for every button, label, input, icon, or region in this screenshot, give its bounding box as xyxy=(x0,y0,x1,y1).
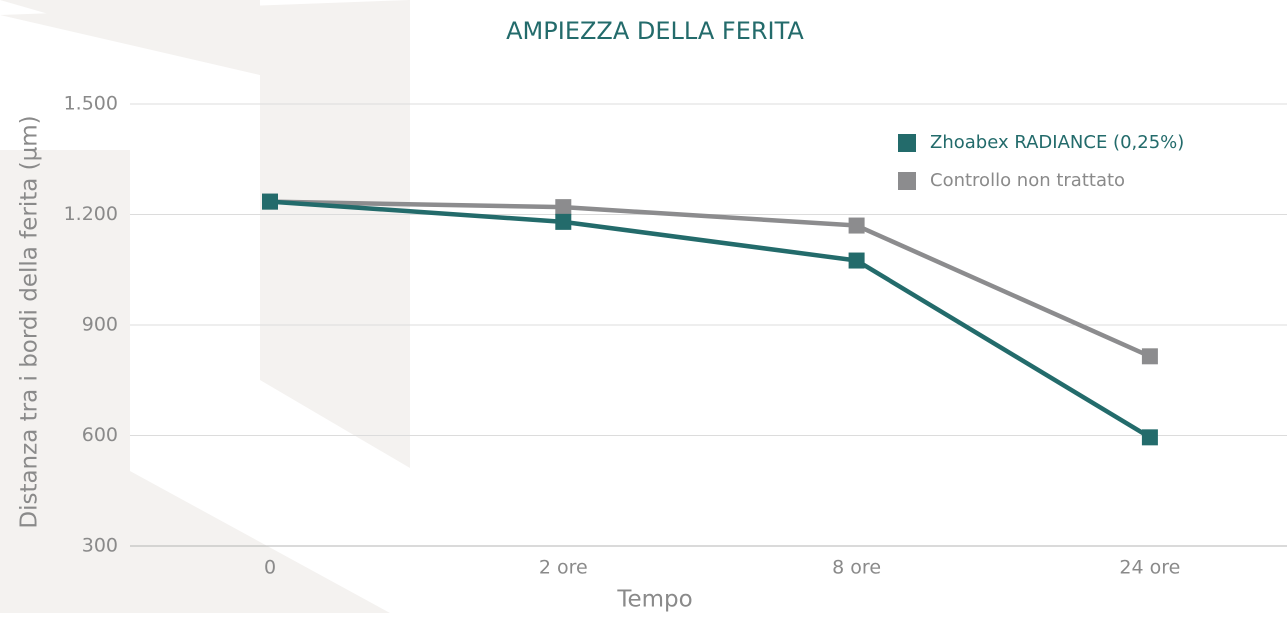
point-marker xyxy=(1141,348,1158,365)
y-tick-label: 1.200 xyxy=(64,203,118,225)
point-marker xyxy=(555,213,572,230)
x-tick-label: 0 xyxy=(264,557,276,579)
background-decoration xyxy=(0,0,410,613)
x-tick-label: 2 ore xyxy=(539,557,588,579)
y-tick-label: 600 xyxy=(82,424,118,446)
point-marker xyxy=(848,252,865,269)
point-marker xyxy=(1141,429,1158,446)
point-marker xyxy=(848,217,865,234)
point-marker xyxy=(555,199,572,216)
chart-title: AMPIEZZA DELLA FERITA xyxy=(506,17,804,45)
y-axis-title: Distanza tra i bordi della ferita (µm) xyxy=(17,115,43,528)
x-tick-label: 8 ore xyxy=(832,557,881,579)
y-tick-label: 1.500 xyxy=(64,93,118,115)
y-tick-label: 300 xyxy=(82,535,118,557)
y-tick-label: 900 xyxy=(82,314,118,336)
point-marker xyxy=(262,193,278,210)
series-line xyxy=(269,199,1151,359)
legend-label: Zhoabex RADIANCE (0,25%) xyxy=(930,132,1184,153)
legend-swatch xyxy=(898,134,916,152)
legend-label: Controllo non trattato xyxy=(930,170,1125,191)
x-axis-title: Tempo xyxy=(616,587,692,613)
series-line xyxy=(269,199,1152,440)
x-tick-label: 24 ore xyxy=(1119,557,1180,579)
legend-swatch xyxy=(898,172,916,190)
